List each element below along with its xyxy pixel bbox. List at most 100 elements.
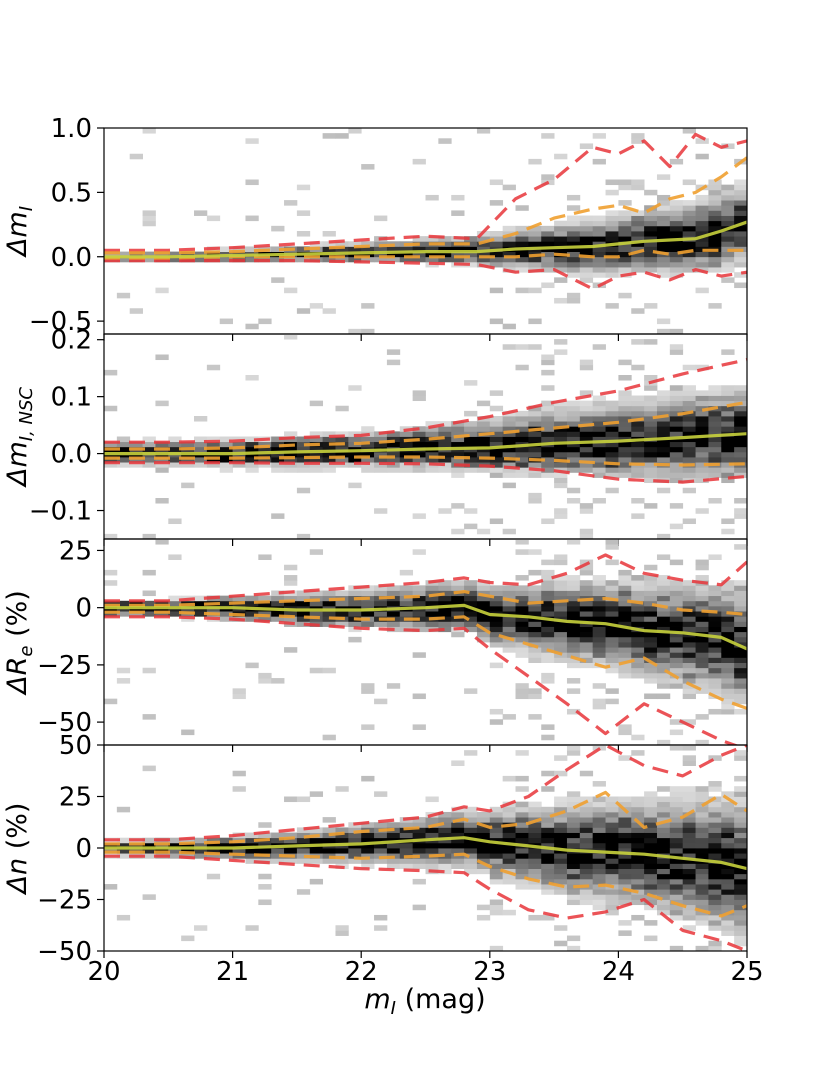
density-cell bbox=[656, 241, 671, 247]
density-cell bbox=[464, 688, 478, 694]
density-cell bbox=[605, 436, 619, 443]
density-cell bbox=[335, 621, 349, 627]
series-upper-1sigma bbox=[104, 400, 747, 451]
density-cell bbox=[566, 708, 581, 715]
density-cell bbox=[104, 462, 118, 468]
density-cell bbox=[592, 215, 606, 222]
density-cell bbox=[656, 636, 671, 643]
density-cell bbox=[734, 241, 747, 247]
density-cell bbox=[618, 467, 632, 473]
density-cell bbox=[708, 210, 722, 216]
density-cell bbox=[695, 605, 709, 612]
density-cell bbox=[168, 256, 182, 263]
density-cell bbox=[412, 441, 426, 448]
density-cell bbox=[695, 590, 709, 597]
density-cell bbox=[695, 822, 709, 828]
density-cell bbox=[554, 796, 568, 803]
density-cell bbox=[554, 472, 568, 478]
density-cell bbox=[618, 231, 632, 237]
density-cell bbox=[386, 621, 401, 627]
density-cell bbox=[682, 909, 696, 916]
density-cell bbox=[721, 231, 735, 237]
density-cell bbox=[579, 616, 594, 622]
density-cell bbox=[695, 564, 709, 571]
density-cell bbox=[104, 569, 118, 576]
density-cell bbox=[656, 590, 671, 597]
density-cell bbox=[296, 611, 311, 617]
density-cell bbox=[541, 585, 555, 591]
density-cell bbox=[361, 467, 375, 473]
density-cell bbox=[656, 220, 671, 227]
density-cell bbox=[644, 431, 658, 437]
density-cell bbox=[644, 267, 658, 273]
density-cell bbox=[541, 652, 555, 658]
density-cell bbox=[168, 600, 182, 607]
density-cell bbox=[451, 441, 465, 448]
density-cell bbox=[425, 817, 439, 823]
density-cell bbox=[296, 796, 311, 803]
density-cell bbox=[579, 436, 594, 443]
density-cell bbox=[515, 621, 529, 627]
density-cell bbox=[734, 580, 747, 586]
density-cell bbox=[399, 858, 414, 864]
density-cell bbox=[566, 878, 581, 885]
density-cell bbox=[425, 467, 439, 473]
density-cell bbox=[579, 446, 594, 453]
density-cell bbox=[644, 395, 658, 402]
density-cell bbox=[258, 554, 272, 560]
density-cell bbox=[515, 421, 529, 427]
density-cell bbox=[541, 426, 555, 432]
density-cell bbox=[219, 462, 233, 468]
density-cell bbox=[721, 467, 735, 473]
density-cell bbox=[721, 205, 735, 211]
density-cell bbox=[515, 590, 529, 597]
density-cell bbox=[566, 251, 581, 258]
density-cell bbox=[142, 894, 156, 900]
density-cell bbox=[669, 786, 684, 792]
density-cell bbox=[386, 349, 401, 355]
density-cell bbox=[592, 837, 606, 844]
density-cell bbox=[374, 698, 388, 705]
density-cell bbox=[592, 647, 606, 653]
density-cell bbox=[284, 647, 298, 653]
density-cell bbox=[502, 451, 516, 458]
density-cell bbox=[644, 693, 658, 700]
density-cell bbox=[592, 261, 606, 268]
density-cell bbox=[695, 868, 709, 875]
density-cell bbox=[425, 251, 439, 258]
density-cell bbox=[476, 241, 491, 247]
density-cell bbox=[296, 441, 311, 448]
density-cell bbox=[708, 410, 722, 417]
density-cell bbox=[425, 426, 439, 432]
density-cell bbox=[734, 698, 747, 705]
density-cell bbox=[579, 605, 594, 612]
density-cell bbox=[232, 693, 246, 700]
density-cell bbox=[618, 390, 632, 396]
density-cell bbox=[374, 837, 388, 844]
density-cell bbox=[682, 693, 696, 700]
density-cell bbox=[464, 457, 478, 463]
density-cell bbox=[656, 390, 671, 396]
density-cell bbox=[605, 467, 619, 473]
density-cell bbox=[142, 251, 156, 258]
density-cell bbox=[721, 616, 735, 622]
density-cell bbox=[669, 652, 684, 658]
density-cell bbox=[554, 621, 568, 627]
density-cell bbox=[374, 791, 388, 797]
density-cell bbox=[206, 441, 221, 448]
density-cell bbox=[194, 210, 208, 216]
density-cell bbox=[669, 801, 684, 808]
density-cell bbox=[644, 868, 658, 875]
density-cell bbox=[592, 842, 606, 849]
density-cell bbox=[399, 431, 414, 437]
density-cell bbox=[271, 513, 285, 519]
density-cell bbox=[386, 822, 401, 828]
density-cell bbox=[592, 421, 606, 427]
density-cell bbox=[489, 457, 504, 463]
density-cell bbox=[386, 863, 401, 869]
density-cell bbox=[669, 621, 684, 627]
density-cell bbox=[515, 539, 529, 545]
density-cell bbox=[464, 462, 478, 468]
density-cell bbox=[554, 611, 568, 617]
density-cell bbox=[708, 189, 722, 196]
